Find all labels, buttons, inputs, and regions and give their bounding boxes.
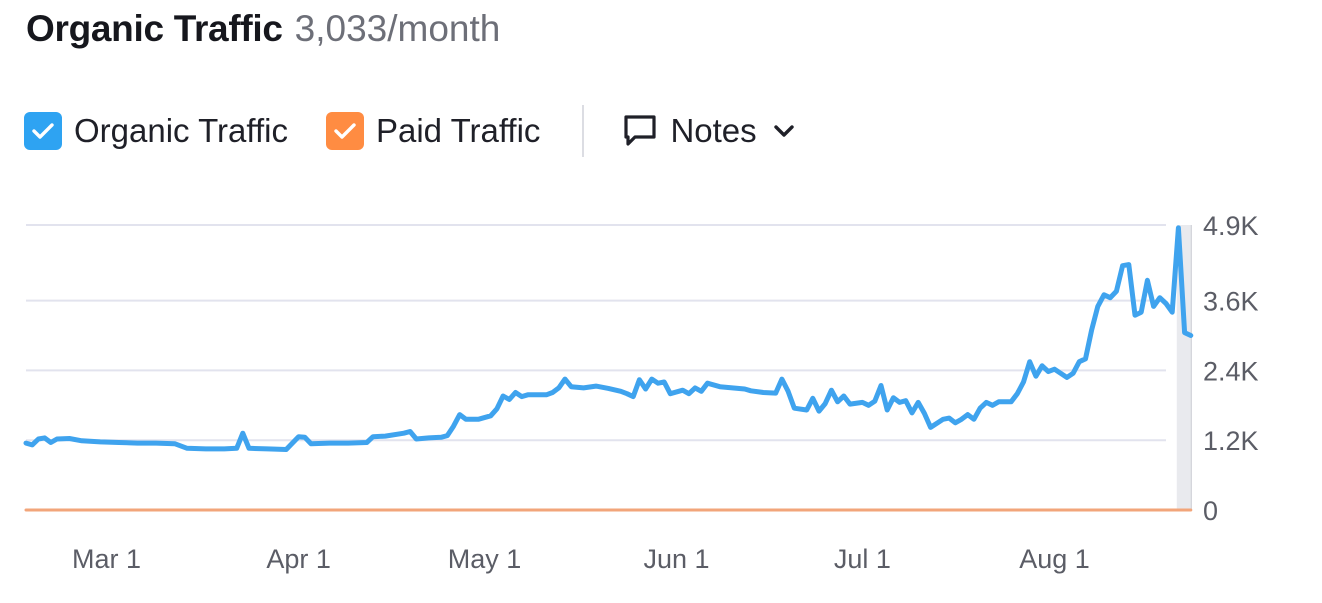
x-tick-label: Mar 1	[72, 544, 141, 574]
organic-traffic-checkbox[interactable]	[24, 112, 62, 150]
chart-series	[23, 225, 1194, 512]
checkmark-icon	[334, 123, 356, 139]
y-tick-label: 1.2K	[1203, 426, 1259, 456]
legend-organic-toggle[interactable]: Organic Traffic	[24, 112, 288, 150]
y-axis: 0 1.2K 2.4K 3.6K 4.9K	[1203, 211, 1259, 526]
y-tick-label: 3.6K	[1203, 287, 1259, 317]
legend-organic-label: Organic Traffic	[74, 112, 288, 149]
organic-traffic-line	[23, 225, 1194, 452]
x-tick-label: May 1	[448, 544, 522, 574]
legend-divider	[582, 105, 585, 157]
legend-paid-label: Paid Traffic	[375, 112, 541, 149]
notes-dropdown[interactable]: Notes	[622, 112, 794, 150]
notes-label: Notes	[670, 112, 757, 149]
y-tick-label: 2.4K	[1203, 356, 1259, 386]
y-tick-label: 0	[1203, 496, 1218, 526]
speech-bubble-icon	[624, 115, 657, 146]
chevron-down-icon	[773, 125, 794, 137]
page-title: Organic Traffic	[26, 8, 283, 49]
legend-paid-toggle[interactable]: Paid Traffic	[325, 112, 541, 150]
checkmark-icon	[32, 123, 54, 139]
paid-traffic-checkbox[interactable]	[325, 112, 364, 150]
x-tick-label: Apr 1	[266, 544, 331, 574]
y-tick-label: 4.9K	[1203, 211, 1259, 241]
x-tick-label: Jul 1	[834, 544, 891, 574]
grid-lines	[26, 224, 1192, 510]
x-axis: Mar 1 Apr 1 May 1 Jun 1 Jul 1 Aug 1	[72, 544, 1090, 574]
x-tick-label: Aug 1	[1019, 544, 1090, 574]
chart-header: Organic Traffic 3,033/month	[26, 8, 500, 58]
legend: Organic Traffic Paid Traffic Notes	[24, 104, 795, 158]
traffic-summary-value: 3,033/month	[294, 8, 501, 49]
x-tick-label: Jun 1	[644, 544, 710, 574]
organic-traffic-chart[interactable]: 0 1.2K 2.4K 3.6K 4.9K Mar 1 Apr 1 May 1 Jun 1 Ju…	[0, 190, 1322, 603]
